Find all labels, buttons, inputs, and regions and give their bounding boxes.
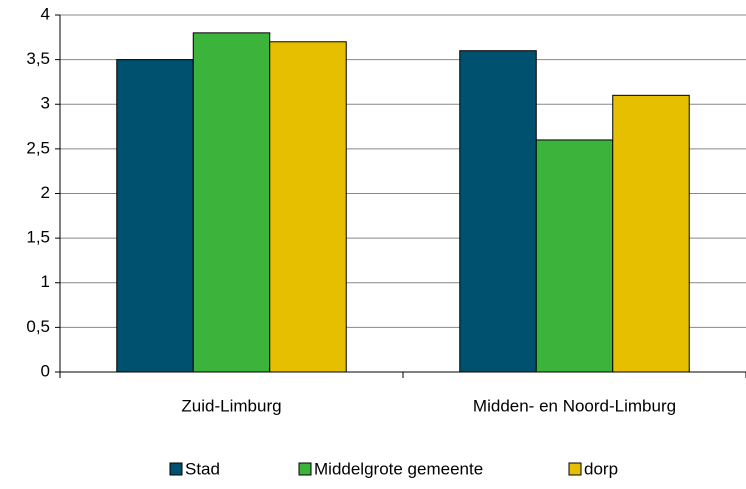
- y-tick-label: 2,5: [26, 138, 50, 157]
- legend-swatch: [568, 462, 582, 476]
- x-tick-label: Zuid-Limburg: [181, 396, 281, 415]
- y-tick-label: 1,5: [26, 228, 50, 247]
- legend-label: Stad: [185, 459, 220, 478]
- bar: [116, 59, 194, 373]
- legend-swatch: [298, 462, 312, 476]
- legend-swatch: [169, 462, 183, 476]
- bar: [192, 32, 271, 373]
- bar: [269, 41, 347, 373]
- bar: [612, 94, 690, 373]
- y-tick-label: 2: [41, 183, 50, 202]
- y-tick-label: 1: [41, 272, 50, 291]
- legend-label: dorp: [584, 459, 618, 478]
- bar: [459, 50, 537, 373]
- x-tick-label: Midden- en Noord-Limburg: [473, 396, 676, 415]
- y-tick-label: 4: [41, 4, 50, 23]
- y-tick-label: 3: [41, 94, 50, 113]
- y-tick-label: 0,5: [26, 317, 50, 336]
- bar: [535, 139, 614, 373]
- y-tick-label: 3,5: [26, 49, 50, 68]
- y-tick-label: 0: [41, 361, 50, 380]
- legend-label: Middelgrote gemeente: [314, 459, 483, 478]
